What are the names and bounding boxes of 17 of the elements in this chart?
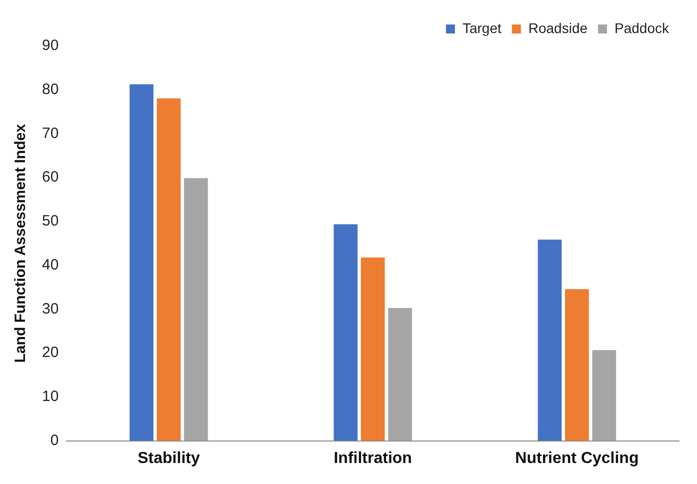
y-tick-label: 30 (42, 300, 59, 318)
y-tick-label: 20 (42, 344, 59, 362)
y-tick-label: 10 (42, 388, 59, 406)
legend-label: Target (462, 20, 502, 36)
y-tick-label: 50 (42, 212, 59, 230)
y-tick-label: 90 (42, 37, 59, 54)
legend-label: Roadside (528, 20, 588, 36)
x-tick-label: Stability (138, 450, 200, 467)
legend-label: Paddock (614, 20, 670, 36)
y-tick-label: 40 (42, 256, 59, 274)
y-tick-label: 70 (42, 124, 59, 142)
y-tick-label: 60 (42, 168, 59, 186)
x-tick-label: Infiltration (334, 450, 412, 467)
y-axis-title: Land Function Assessment Index (12, 123, 30, 363)
y-tick-label: 80 (42, 81, 59, 98)
x-tick-label: Nutrient Cycling (515, 450, 639, 467)
y-tick-label: 0 (50, 432, 59, 449)
